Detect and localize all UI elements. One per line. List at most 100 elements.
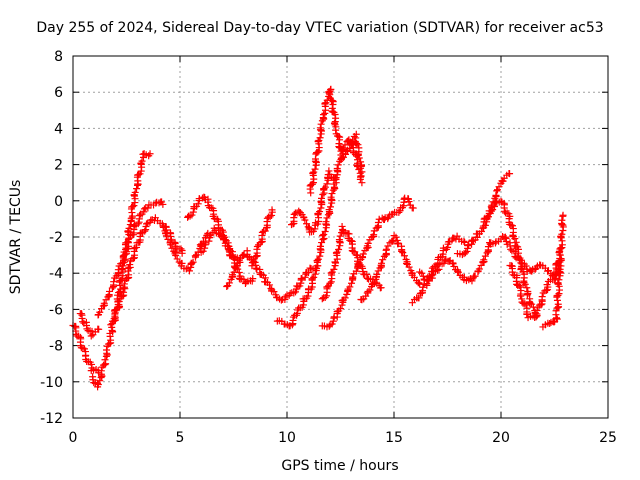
data-point-segment [382,236,397,253]
x-axis-label: GPS time / hours [281,458,398,474]
series-arc-4 [94,198,167,319]
data-point-segment [493,197,506,206]
y-tick-label: -12 [40,411,63,427]
data-point-segment [318,282,333,303]
data-point-segment [281,291,293,304]
data-point-segment [346,133,358,153]
data-point-segment [256,265,269,282]
series-arc-8 [197,224,257,287]
data-point-segment [377,246,390,270]
data-point-segment [344,234,359,256]
data-point-segment [338,146,352,163]
data-point-segment [101,329,115,364]
data-point-segment [390,232,402,248]
series-arc-15 [318,194,417,331]
data-point-segment [378,214,389,224]
data-point-segment [370,215,383,235]
data-point-segment [295,207,306,219]
data-point-segment [134,210,146,228]
chart-title: Day 255 of 2024, Sidereal Day-to-day VTE… [36,20,603,36]
data-point-segment [547,317,559,326]
data-point [332,179,340,187]
y-tick-label: -4 [49,266,63,282]
y-tick-label: -2 [49,230,63,246]
data-point [268,206,276,214]
data-point-segment [312,114,328,158]
series-arc-6 [159,223,212,275]
data-point-segment [485,197,500,215]
x-tick-label: 0 [69,430,78,446]
data-point-segment [89,373,102,388]
data-point-segment [538,283,552,305]
data-point-segment [94,360,110,391]
series-arc-14 [318,222,385,303]
data-point-segment [281,320,294,330]
data-point-segment [100,287,114,307]
data-point-segment [133,153,148,188]
data-point-segment [397,194,409,212]
data-point-segment [255,227,269,249]
data-point-segment [313,234,328,270]
data-point-segment [82,352,96,372]
data-point-segment [141,219,152,235]
data-point-segment [133,229,147,247]
series-arc-9 [223,206,276,290]
data-point-segment [288,311,301,329]
data-point-segment [185,258,197,275]
data-point-segment [453,232,468,245]
data-point-segment [205,229,217,245]
x-tick-label: 20 [492,430,510,446]
y-tick-label: 8 [54,49,63,65]
data-point-segment [301,268,313,281]
data-point-segment [94,301,109,319]
data-point-segment [351,130,366,172]
data-point-segment [442,238,453,253]
data-point [461,238,469,246]
data-point-segment [364,280,377,297]
series-arc-11 [273,136,366,330]
data-point-segment [524,312,539,322]
data-point-segment [273,317,288,328]
data-point-segment [332,123,347,161]
data-point-segment [434,244,447,261]
data-point-segment [505,215,520,246]
data-point-segment [153,198,166,207]
data-point-segment [518,260,531,276]
data-point-segment [453,250,468,259]
data-point-segment [416,280,428,297]
data-point [146,150,154,158]
data-point-segment [115,285,128,312]
data-point-segment [543,276,558,289]
data-point-segment [320,171,332,197]
data-point-segment [442,255,454,265]
data-point-segment [344,270,358,293]
data-point-segment [276,295,287,304]
data-point [358,168,366,176]
data-point-segment [492,233,507,246]
data-point-segment [314,191,327,228]
data-point-segment [363,231,378,250]
x-tick-label: 5 [176,430,185,446]
y-axis-label: SDTVAR / TECUs [8,180,24,295]
x-tick-label: 25 [599,430,617,446]
series-arc-2 [76,310,103,340]
data-layer [69,85,567,391]
data-point-segment [428,265,443,282]
data-point-segment [306,155,320,197]
series-arc-23 [539,211,567,331]
data-point-segment [408,294,423,307]
data-point-segment [209,212,223,233]
data-point-segment [460,275,474,285]
y-tick-label: -8 [49,339,63,355]
series-arc-12 [288,167,340,236]
data-point-segment [512,271,525,300]
data-point-segment [126,243,140,269]
data-point-segment [268,286,281,302]
data-point-segment [210,224,223,238]
data-point-segment [423,273,434,285]
y-tick-label: -10 [40,375,63,391]
data-point-segment [307,264,321,293]
data-point-segment [359,264,371,279]
series-arc-16 [357,232,424,304]
